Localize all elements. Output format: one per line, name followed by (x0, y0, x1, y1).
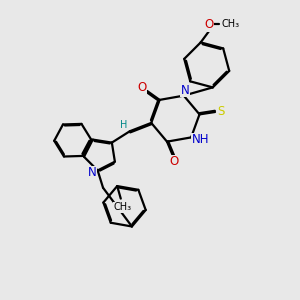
Text: CH₃: CH₃ (113, 202, 131, 212)
Text: O: O (169, 155, 178, 169)
Text: N: N (88, 166, 97, 179)
Text: H: H (119, 120, 127, 130)
Text: N: N (181, 84, 190, 97)
Text: NH: NH (192, 133, 209, 146)
Text: CH₃: CH₃ (221, 20, 239, 29)
Text: S: S (217, 105, 225, 118)
Text: O: O (137, 81, 146, 94)
Text: O: O (204, 18, 214, 31)
